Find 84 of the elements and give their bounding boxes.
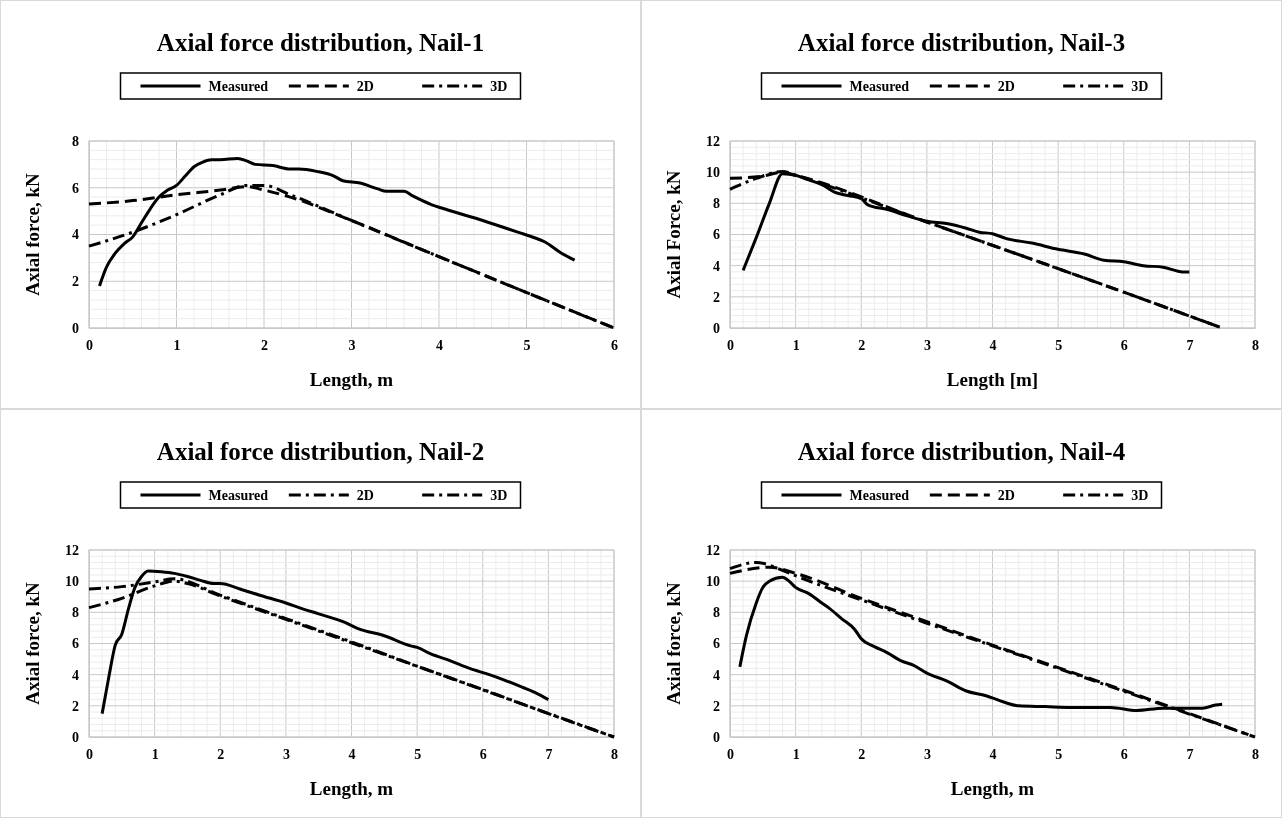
x-tick-label: 1 bbox=[151, 746, 159, 762]
x-tick-label: 7 bbox=[545, 746, 553, 762]
y-tick-label: 2 bbox=[713, 698, 720, 714]
x-axis-title: Length, m bbox=[309, 778, 394, 799]
y-tick-label: 12 bbox=[706, 133, 720, 149]
y-tick-label: 10 bbox=[65, 574, 79, 590]
x-tick-label: 4 bbox=[348, 746, 356, 762]
y-tick-label: 8 bbox=[713, 196, 720, 212]
y-tick-label: 0 bbox=[713, 729, 720, 745]
x-tick-label: 0 bbox=[86, 337, 93, 353]
chart-title: Axial force distribution, Nail-4 bbox=[797, 438, 1126, 465]
x-tick-label: 2 bbox=[217, 746, 225, 762]
x-tick-label: 8 bbox=[1252, 337, 1259, 353]
x-tick-label: 6 bbox=[611, 337, 618, 353]
y-tick-label: 4 bbox=[713, 667, 720, 683]
x-tick-label: 0 bbox=[86, 746, 93, 762]
legend-label: 3D bbox=[1131, 79, 1149, 94]
y-tick-label: 8 bbox=[72, 605, 79, 621]
y-tick-label: 12 bbox=[65, 542, 79, 558]
x-tick-label: 3 bbox=[282, 746, 290, 762]
legend-label: 3D bbox=[490, 79, 508, 94]
legend-label: 2D bbox=[356, 488, 374, 503]
y-tick-label: 4 bbox=[72, 667, 79, 683]
x-tick-label: 6 bbox=[1120, 337, 1128, 353]
legend-label: Measured bbox=[849, 79, 910, 94]
y-tick-label: 6 bbox=[72, 636, 79, 652]
x-tick-label: 6 bbox=[479, 746, 487, 762]
legend-label: 2D bbox=[997, 488, 1015, 503]
x-tick-label: 4 bbox=[436, 337, 443, 353]
x-tick-label: 4 bbox=[989, 337, 997, 353]
x-tick-label: 5 bbox=[1055, 746, 1063, 762]
y-tick-label: 12 bbox=[706, 542, 720, 558]
x-tick-label: 1 bbox=[792, 337, 800, 353]
x-tick-label: 3 bbox=[348, 337, 356, 353]
x-tick-label: 4 bbox=[989, 746, 997, 762]
y-tick-label: 0 bbox=[72, 320, 79, 336]
x-tick-label: 2 bbox=[261, 337, 268, 353]
x-tick-label: 2 bbox=[858, 746, 866, 762]
x-tick-label: 8 bbox=[1252, 746, 1259, 762]
y-tick-label: 4 bbox=[713, 258, 720, 274]
y-tick-label: 8 bbox=[713, 605, 720, 621]
y-tick-label: 8 bbox=[72, 133, 79, 149]
x-axis-title: Length, m bbox=[309, 369, 394, 390]
y-tick-label: 0 bbox=[713, 320, 720, 336]
x-tick-label: 1 bbox=[173, 337, 181, 353]
y-axis-title: Axial force, kN bbox=[663, 581, 684, 705]
x-axis-title: Length, m bbox=[950, 778, 1035, 799]
chart-title: Axial force distribution, Nail-3 bbox=[797, 29, 1126, 56]
y-tick-label: 2 bbox=[72, 274, 79, 290]
y-tick-label: 2 bbox=[72, 698, 79, 714]
legend-label: 2D bbox=[356, 79, 374, 94]
x-tick-label: 0 bbox=[727, 337, 734, 353]
y-axis-title: Axial force, kN bbox=[22, 172, 43, 296]
x-tick-label: 5 bbox=[1055, 337, 1063, 353]
x-tick-label: 5 bbox=[414, 746, 422, 762]
x-tick-label: 7 bbox=[1186, 746, 1194, 762]
legend-label: Measured bbox=[208, 488, 269, 503]
y-axis-title: Axial force, kN bbox=[22, 581, 43, 705]
chart-title: Axial force distribution, Nail-1 bbox=[156, 29, 485, 56]
legend-label: 2D bbox=[997, 79, 1015, 94]
legend-label: Measured bbox=[849, 488, 910, 503]
legend-label: 3D bbox=[490, 488, 508, 503]
x-tick-label: 2 bbox=[858, 337, 866, 353]
y-tick-label: 6 bbox=[72, 180, 79, 196]
x-tick-label: 5 bbox=[523, 337, 531, 353]
y-axis-title: Axial Force, kN bbox=[663, 170, 684, 299]
y-tick-label: 0 bbox=[72, 729, 79, 745]
x-tick-label: 3 bbox=[923, 746, 931, 762]
x-tick-label: 7 bbox=[1186, 337, 1194, 353]
chart-title: Axial force distribution, Nail-2 bbox=[156, 438, 485, 465]
y-tick-label: 10 bbox=[706, 574, 720, 590]
x-tick-label: 8 bbox=[611, 746, 618, 762]
x-tick-label: 6 bbox=[1120, 746, 1128, 762]
y-tick-label: 4 bbox=[72, 227, 79, 243]
y-tick-label: 6 bbox=[713, 636, 720, 652]
legend-label: Measured bbox=[208, 79, 269, 94]
y-tick-label: 6 bbox=[713, 227, 720, 243]
x-tick-label: 0 bbox=[727, 746, 734, 762]
legend-label: 3D bbox=[1131, 488, 1149, 503]
y-tick-label: 10 bbox=[706, 165, 720, 181]
x-tick-label: 1 bbox=[792, 746, 800, 762]
y-tick-label: 2 bbox=[713, 289, 720, 305]
x-tick-label: 3 bbox=[923, 337, 931, 353]
x-axis-title: Length [m] bbox=[946, 369, 1039, 390]
